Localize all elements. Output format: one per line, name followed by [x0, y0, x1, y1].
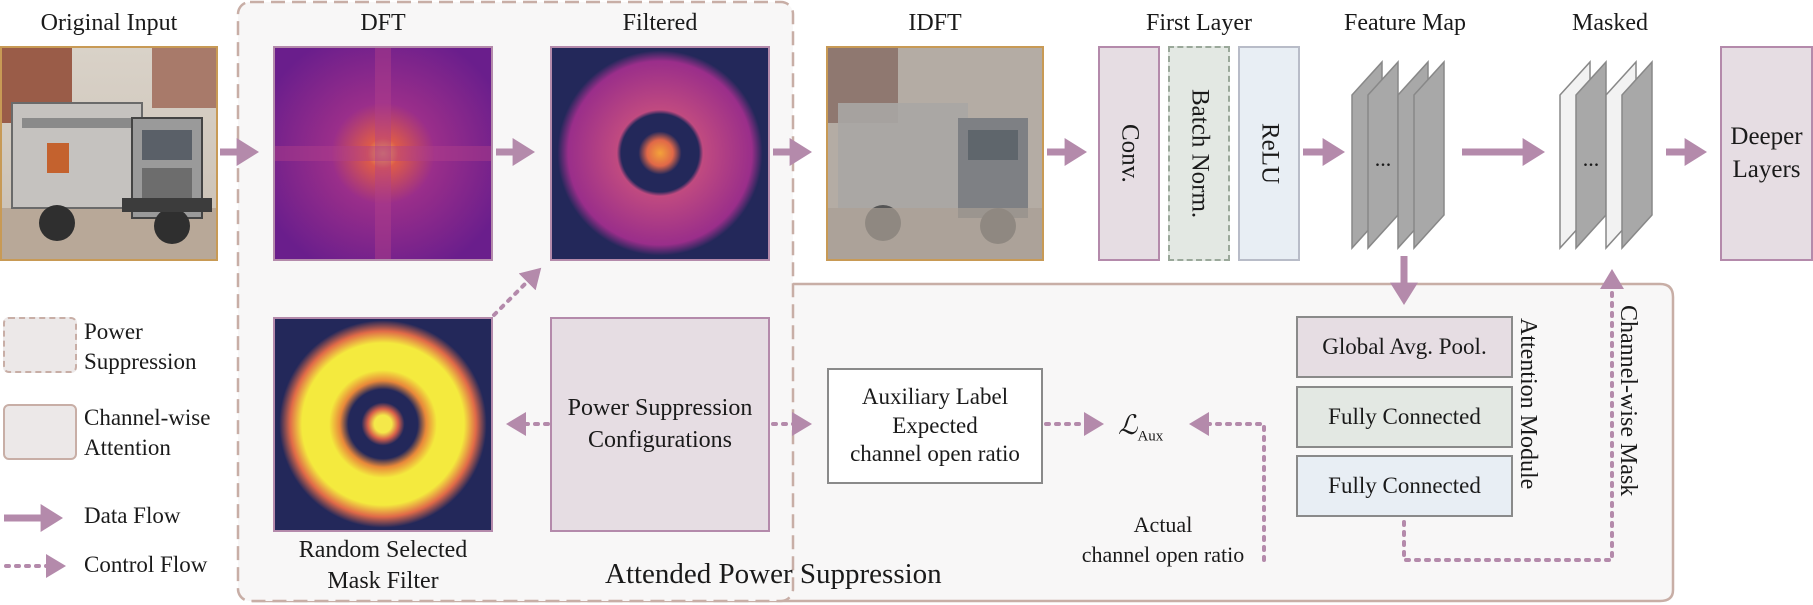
conv-label: Conv.: [1116, 124, 1144, 183]
feature-map-stack: [1351, 60, 1445, 250]
arrow-fc-to-channel-mask: [1402, 269, 1624, 562]
mask-filter-image: [273, 317, 493, 532]
deeper-layers-line-2: Layers: [1732, 155, 1801, 183]
filtered-spectrum-image: [550, 46, 770, 261]
fully-connected-1-label: Fully Connected: [1328, 404, 1481, 430]
idft-title: IDFT: [908, 10, 962, 36]
control-flow-arrows: [4, 267, 1624, 578]
auxiliary-label-block: Auxiliary Label Expected channel open ra…: [827, 368, 1043, 484]
legend-channel-attention-line-2: Attention: [84, 435, 171, 460]
aux-loss: ℒAux: [1118, 410, 1163, 445]
feature-map-ellipsis: ...: [1374, 146, 1392, 171]
fully-connected-2-block: Fully Connected: [1296, 455, 1513, 517]
legend-control-flow-label: Control Flow: [84, 552, 208, 577]
data-flow-arrows: [4, 138, 1707, 532]
mask-filter-caption-line-2: Mask Filter: [327, 568, 439, 594]
ps-config-block: Power Suppression Configurations: [550, 317, 770, 532]
legend-channel-attention-label: Channel-wise Attention: [84, 403, 210, 463]
arrow-actual-ratio-to-loss: [1189, 412, 1266, 562]
global-avg-pool-block: Global Avg. Pool.: [1296, 316, 1513, 378]
mask-filter-caption-line-1: Random Selected: [298, 537, 468, 563]
relu-label: ReLU: [1256, 122, 1284, 185]
deeper-layers-block: Deeper Layers: [1720, 46, 1813, 261]
legend-channel-attention-swatch: [3, 404, 77, 460]
feature-map-title: Feature Map: [1344, 10, 1466, 36]
masked-map-stack: [1559, 60, 1653, 250]
dft-spectrum-image: [273, 46, 493, 261]
actual-ratio-line-1: Actual: [1133, 512, 1193, 537]
filtered-spectrum-plot: [552, 48, 768, 259]
batch-norm-block: Batch Norm.: [1168, 46, 1230, 261]
legend-channel-attention-line-1: Channel-wise: [84, 405, 211, 430]
global-avg-pool-label: Global Avg. Pool.: [1322, 334, 1487, 360]
aux-loss-subscript: Aux: [1137, 428, 1164, 445]
mask-filter-caption: Random Selected Mask Filter: [262, 535, 504, 597]
auxiliary-label-line-3: channel open ratio: [850, 441, 1020, 467]
idft-image: [826, 46, 1044, 261]
original-input-image: [0, 46, 218, 261]
relu-block: ReLU: [1238, 46, 1300, 261]
mask-filter-plot: [275, 319, 491, 530]
arrow-mask-filter-to-filtered: [492, 267, 542, 317]
legend-power-suppression-swatch: [3, 317, 77, 373]
feature-map-sheet: [1413, 60, 1445, 250]
deeper-layers-line-1: Deeper: [1730, 123, 1803, 150]
batch-norm-label: Batch Norm.: [1186, 88, 1214, 219]
masked-map-sheet-on: [1621, 60, 1653, 250]
aux-loss-symbol: ℒ: [1118, 410, 1138, 440]
filtered-title: Filtered: [622, 10, 698, 36]
channel-wise-mask-label: Channel-wise Mask: [1615, 305, 1641, 497]
legend-power-suppression-line-1: Power: [84, 319, 143, 344]
attention-module-title: Attention Module: [1515, 318, 1541, 490]
fully-connected-1-block: Fully Connected: [1296, 386, 1513, 448]
auxiliary-label-line-2: Expected: [892, 412, 978, 438]
actual-ratio-line-2: channel open ratio: [1081, 542, 1245, 567]
dft-spectrum-plot: [275, 48, 491, 259]
ps-config-line-1: Power Suppression: [567, 395, 753, 422]
legend-power-suppression-line-2: Suppression: [84, 349, 197, 374]
ps-config-line-2: Configurations: [588, 426, 732, 453]
dft-title: DFT: [360, 10, 406, 36]
actual-ratio-text: Actual channel open ratio: [1063, 510, 1263, 570]
masked-title: Masked: [1572, 10, 1648, 36]
original-input-title: Original Input: [40, 10, 178, 36]
legend-data-flow-label: Data Flow: [84, 503, 181, 528]
idft-truck-illustration: [828, 48, 1042, 259]
truck-illustration: [2, 48, 216, 259]
conv-block: Conv.: [1098, 46, 1160, 261]
fully-connected-2-label: Fully Connected: [1328, 473, 1481, 499]
legend-power-suppression-label: Power Suppression: [84, 317, 196, 377]
first-layer-title: First Layer: [1146, 10, 1252, 36]
attended-power-suppression-title: Attended Power Suppression: [605, 558, 942, 590]
masked-ellipsis: ...: [1582, 146, 1600, 171]
auxiliary-label-title: Auxiliary Label: [861, 383, 1009, 409]
